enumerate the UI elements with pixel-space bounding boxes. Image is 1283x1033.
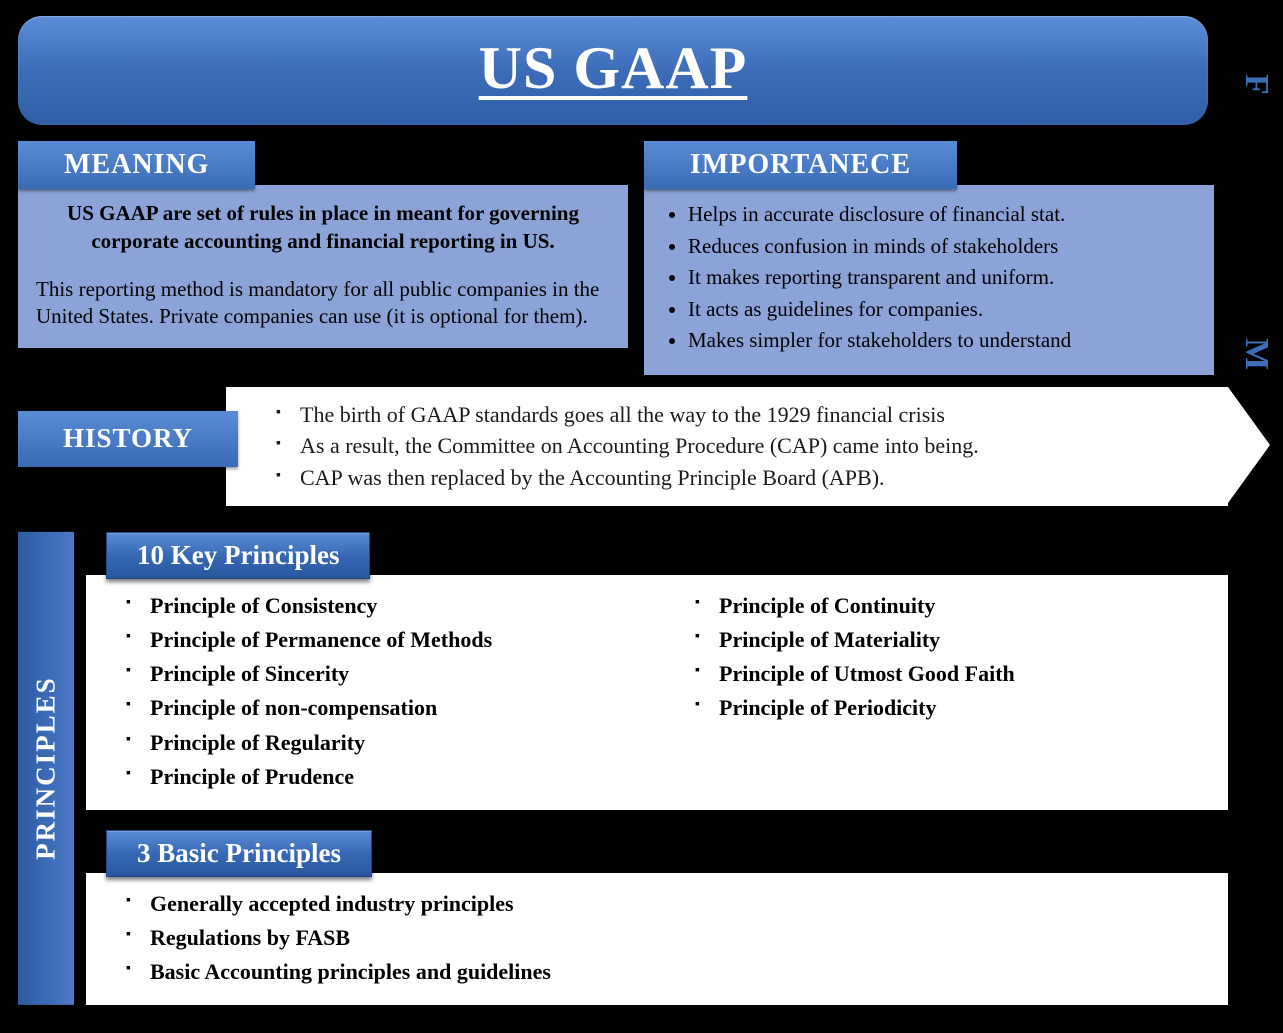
importance-item: Makes simpler for stakeholders to unders…: [688, 325, 1196, 357]
importance-list: Helps in accurate disclosure of financia…: [662, 199, 1196, 357]
key-principles-header: 10 Key Principles: [106, 532, 370, 579]
basic-principles-header: 3 Basic Principles: [106, 830, 372, 877]
history-header: HISTORY: [18, 411, 238, 467]
meaning-header: MEANING: [18, 141, 255, 189]
importance-item: It acts as guidelines for companies.: [688, 294, 1196, 326]
key-principles-left: Principle of Consistency Principle of Pe…: [126, 589, 635, 794]
history-item: As a result, the Committee on Accounting…: [276, 430, 1158, 462]
side-letter-m: M: [1237, 338, 1275, 370]
history-item: The birth of GAAP standards goes all the…: [276, 399, 1158, 431]
side-letter-f: F: [1237, 74, 1275, 95]
key-principles-panel: Principle of Consistency Principle of Pe…: [86, 575, 1228, 810]
history-arrow: The birth of GAAP standards goes all the…: [226, 387, 1228, 507]
top-columns: MEANING US GAAP are set of rules in plac…: [18, 141, 1218, 375]
page-title: US GAAP: [18, 34, 1208, 103]
principle-item: Basic Accounting principles and guidelin…: [126, 955, 1204, 989]
principle-item: Principle of non-compensation: [126, 691, 635, 725]
meaning-sub-text: This reporting method is mandatory for a…: [36, 276, 610, 331]
history-list: The birth of GAAP standards goes all the…: [276, 399, 1158, 495]
principle-item: Principle of Consistency: [126, 589, 635, 623]
importance-header: IMPORTANECE: [644, 141, 957, 189]
principle-item: Principle of Sincerity: [126, 657, 635, 691]
principle-item: Principle of Prudence: [126, 760, 635, 794]
principles-tab: PRINCIPLES: [18, 532, 74, 1005]
principles-section: PRINCIPLES 10 Key Principles Principle o…: [18, 532, 1228, 1005]
title-banner: US GAAP: [18, 16, 1208, 125]
principle-item: Principle of Periodicity: [695, 691, 1204, 725]
principle-item: Regulations by FASB: [126, 921, 1204, 955]
basic-principles-list: Generally accepted industry principles R…: [126, 887, 1204, 989]
importance-body: Helps in accurate disclosure of financia…: [644, 185, 1214, 375]
key-principles-right: Principle of Continuity Principle of Mat…: [695, 589, 1204, 794]
importance-column: IMPORTANECE Helps in accurate disclosure…: [644, 141, 1214, 375]
meaning-column: MEANING US GAAP are set of rules in plac…: [18, 141, 628, 375]
principle-item: Principle of Permanence of Methods: [126, 623, 635, 657]
importance-item: Helps in accurate disclosure of financia…: [688, 199, 1196, 231]
principle-item: Generally accepted industry principles: [126, 887, 1204, 921]
principle-item: Principle of Materiality: [695, 623, 1204, 657]
importance-item: Reduces confusion in minds of stakeholde…: [688, 231, 1196, 263]
principles-content: 10 Key Principles Principle of Consisten…: [86, 532, 1228, 1005]
principle-item: Principle of Continuity: [695, 589, 1204, 623]
meaning-main-text: US GAAP are set of rules in place in mea…: [36, 199, 610, 256]
history-row: HISTORY The birth of GAAP standards goes…: [18, 387, 1228, 507]
basic-principles-panel: Generally accepted industry principles R…: [86, 873, 1228, 1005]
principle-item: Principle of Regularity: [126, 726, 635, 760]
meaning-body: US GAAP are set of rules in place in mea…: [18, 185, 628, 348]
history-item: CAP was then replaced by the Accounting …: [276, 462, 1158, 494]
principle-item: Principle of Utmost Good Faith: [695, 657, 1204, 691]
importance-item: It makes reporting transparent and unifo…: [688, 262, 1196, 294]
